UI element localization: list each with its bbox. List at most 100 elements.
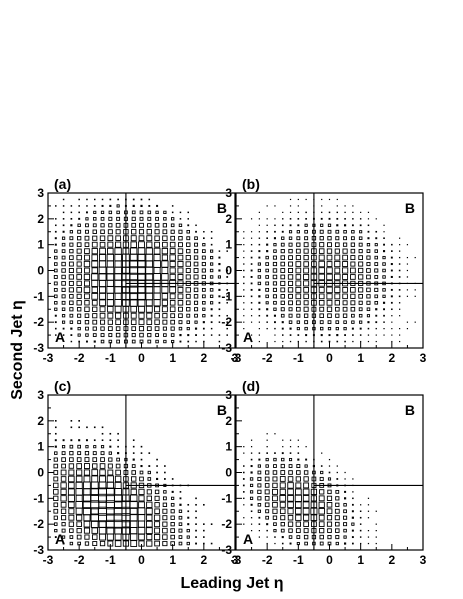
heatmap-cell <box>169 306 176 313</box>
heatmap-cell <box>327 320 332 325</box>
heatmap-cell <box>390 263 393 266</box>
heatmap-cell <box>177 261 184 268</box>
heatmap-cell <box>68 280 74 286</box>
heatmap-cell <box>185 274 191 280</box>
heatmap-cell <box>327 242 332 248</box>
heatmap-cell <box>147 339 152 344</box>
heatmap-cell <box>130 312 137 319</box>
heatmap-cell <box>92 235 98 241</box>
heatmap-cell <box>258 452 261 454</box>
heatmap-cell <box>257 503 262 507</box>
heatmap-cell <box>218 288 221 291</box>
heatmap-cell <box>304 464 308 468</box>
heatmap-cell <box>92 223 97 228</box>
heatmap-cell <box>273 307 277 311</box>
heatmap-cell <box>53 288 58 292</box>
heatmap-cell <box>90 481 99 490</box>
heatmap-cell <box>279 488 286 495</box>
heatmap-cell <box>399 308 401 310</box>
heatmap-cell <box>249 496 254 500</box>
heatmap-cell <box>145 266 154 275</box>
heatmap-cell <box>140 198 143 201</box>
heatmap-cell <box>390 256 393 259</box>
heatmap-cell <box>179 333 182 337</box>
heatmap-cell <box>91 241 98 248</box>
region-label-b: B <box>405 402 415 418</box>
heatmap-cell <box>154 508 160 515</box>
heatmap-cell <box>281 236 285 240</box>
heatmap-cell <box>132 458 135 461</box>
heatmap-cell <box>281 536 284 539</box>
heatmap-cell <box>210 249 214 253</box>
heatmap-cell <box>154 495 160 501</box>
heatmap-cell <box>195 516 197 519</box>
heatmap-cell <box>138 533 145 541</box>
heatmap-cell <box>258 301 261 304</box>
heatmap-cell <box>358 242 363 247</box>
heatmap-cell <box>344 224 347 227</box>
heatmap-cell <box>138 495 145 502</box>
heatmap-cell <box>328 340 331 343</box>
heatmap-cell <box>137 259 146 269</box>
heatmap-cell <box>146 514 153 521</box>
heatmap-cell <box>147 477 152 481</box>
heatmap-cell <box>287 287 294 293</box>
heatmap-cell <box>162 502 168 507</box>
heatmap-cell <box>398 289 401 291</box>
heatmap-cell <box>288 280 294 286</box>
y-tick-label: -1 <box>33 289 44 303</box>
heatmap-cell <box>77 229 82 234</box>
heatmap-cell <box>147 470 151 475</box>
heatmap-cell <box>70 211 73 214</box>
heatmap-cell <box>243 465 245 467</box>
heatmap-cell <box>218 250 221 252</box>
heatmap-cell <box>266 237 268 240</box>
heatmap-cell <box>139 210 144 215</box>
heatmap-cell <box>406 328 409 330</box>
heatmap-cell <box>287 488 294 496</box>
heatmap-cell <box>319 229 324 234</box>
heatmap-cell <box>326 515 333 521</box>
heatmap-cell <box>108 216 113 221</box>
heatmap-cell <box>187 503 190 506</box>
heatmap-cell <box>287 274 294 280</box>
y-tick-label: 2 <box>37 212 44 226</box>
heatmap-cell <box>280 287 286 293</box>
heatmap-cell <box>375 340 377 343</box>
heatmap-cell <box>258 231 260 233</box>
heatmap-cell <box>250 231 253 233</box>
heatmap-cell <box>250 452 253 454</box>
x-tick-label: 1 <box>357 553 364 567</box>
heatmap-cell <box>297 334 300 336</box>
heatmap-cell <box>178 223 183 227</box>
heatmap-cell <box>54 536 57 539</box>
heatmap-cell <box>280 522 285 527</box>
heatmap-cell <box>287 495 294 502</box>
heatmap-cell <box>382 250 386 253</box>
heatmap-cell <box>69 451 74 456</box>
heatmap-cell <box>170 522 175 527</box>
heatmap-cell <box>280 300 285 305</box>
heatmap-cell <box>145 253 154 262</box>
heatmap-cell <box>257 483 262 488</box>
heatmap-cell <box>106 292 114 300</box>
heatmap-cell <box>366 307 371 312</box>
heatmap-cell <box>326 267 333 274</box>
heatmap-cell <box>53 470 59 475</box>
heatmap-cell <box>84 242 90 247</box>
heatmap-cell <box>83 475 91 483</box>
heatmap-cell <box>318 254 325 261</box>
heatmap-cell <box>116 457 120 462</box>
heatmap-cell <box>327 477 332 481</box>
heatmap-cell <box>139 216 144 221</box>
heatmap-cell <box>352 478 354 480</box>
heatmap-cell <box>274 205 276 207</box>
heatmap-cell <box>318 501 325 508</box>
heatmap-cell <box>69 313 74 318</box>
heatmap-cell <box>344 334 346 336</box>
heatmap-cell <box>250 340 253 343</box>
heatmap-cell <box>185 261 191 267</box>
heatmap-cell <box>344 340 346 343</box>
heatmap-cell <box>77 223 81 227</box>
heatmap-cell <box>398 263 401 265</box>
